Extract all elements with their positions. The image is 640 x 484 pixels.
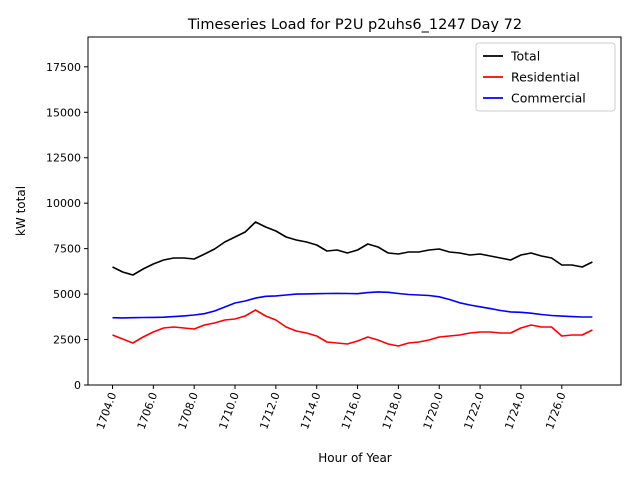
x-tick-label: 1704.0 [94,391,119,432]
y-tick-label: 10000 [46,197,81,210]
y-tick-label: 2500 [53,334,81,347]
x-tick-label: 1724.0 [502,391,527,432]
x-axis-label: Hour of Year [318,451,392,465]
legend-label-commercial: Commercial [511,91,586,106]
x-tick-label: 1706.0 [135,391,160,432]
y-axis-label: kW total [14,186,28,236]
x-tick-label: 1708.0 [176,391,201,432]
x-tick-label: 1718.0 [380,391,405,432]
series-line-residential [112,309,593,347]
legend-label-residential: Residential [511,70,580,85]
x-tick-label: 1712.0 [257,391,282,432]
legend: Total Residential Commercial [475,42,616,112]
chart-title: Timeseries Load for P2U p2uhs6_1247 Day … [187,17,522,33]
plot-frame [87,36,622,386]
series-line-commercial [112,291,593,319]
series-line-total [112,221,593,276]
x-tick-label: 1716.0 [339,391,364,432]
x-tick-label: 1722.0 [462,391,487,432]
y-tick-label: 15000 [46,106,81,119]
y-tick-label: 5000 [53,288,81,301]
legend-label-total: Total [510,49,540,64]
y-tick-label: 7500 [53,243,81,256]
legend-box [475,42,616,112]
x-tick-label: 1710.0 [216,391,241,432]
x-tick-label: 1714.0 [298,391,323,432]
y-tick-label: 0 [74,379,81,392]
y-tick-label: 12500 [46,152,81,165]
y-tick-label: 17500 [46,61,81,74]
x-tick-label: 1720.0 [421,391,446,432]
x-tick-label: 1726.0 [543,391,568,432]
